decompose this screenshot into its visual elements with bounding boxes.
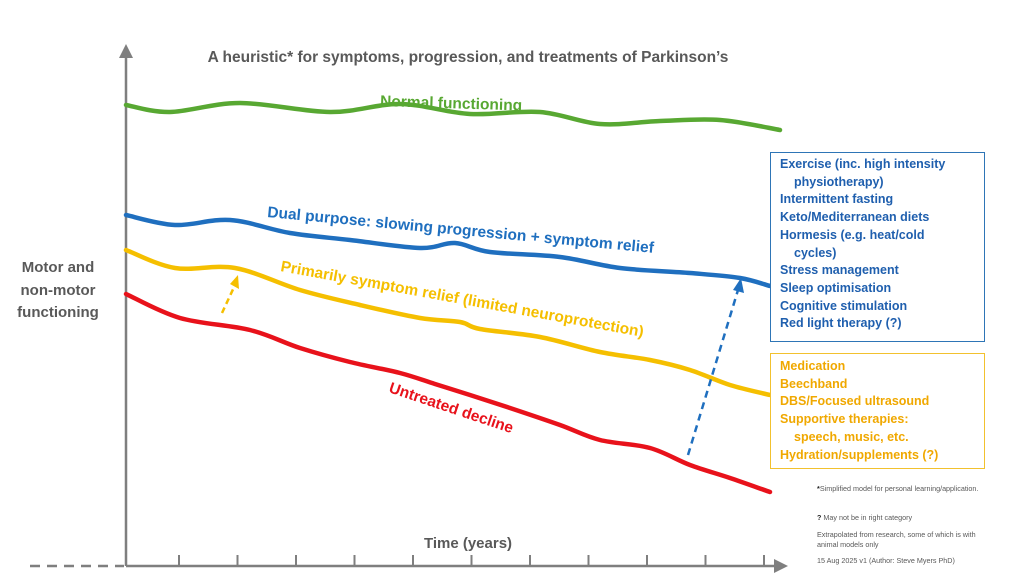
- medical-item: Beechband: [780, 376, 848, 391]
- version-note: 15 Aug 2025 v1 (Author: Steve Myers PhD): [817, 556, 955, 565]
- x-axis-arrowhead: [774, 559, 788, 573]
- medical-item: Supportive therapies:: [780, 412, 909, 427]
- y-axis-label-line-1: Motor and: [22, 259, 95, 276]
- lifestyle-item: physiotherapy): [794, 174, 884, 189]
- lifestyle-item: Exercise (inc. high intensity: [780, 157, 946, 171]
- lifestyle-item: Intermittent fasting: [780, 192, 894, 207]
- dual-purpose-curve: [123, 212, 773, 289]
- asterisk-note: *Simplified model for personal learning/…: [817, 484, 987, 494]
- medical-item: Medication: [780, 359, 846, 373]
- progression-slowing-arrow: [686, 289, 740, 456]
- lifestyle-item: Hormesis (e.g. heat/cold: [780, 227, 925, 242]
- untreated-decline-curve: [123, 291, 773, 495]
- medical-item: DBS/Focused ultrasound: [780, 394, 930, 409]
- progression-arrowhead: [733, 278, 744, 293]
- lifestyle-item: Sleep optimisation: [780, 280, 892, 295]
- medical-item: speech, music, etc.: [794, 429, 909, 444]
- x-axis-label: Time (years): [424, 535, 512, 552]
- y-axis-arrowhead: [119, 44, 133, 58]
- question-note-text: May not be in right category: [823, 513, 913, 522]
- x-axis-ticks: [178, 555, 765, 566]
- asterisk-mark: *: [817, 484, 820, 493]
- symptom-improvement-arrow: [220, 284, 237, 314]
- lifestyle-item: Red light therapy (?): [780, 316, 902, 331]
- research-note: Extrapolated from research, some of whic…: [817, 530, 976, 549]
- question-note: ? May not be in right category: [817, 513, 987, 523]
- dual-purpose-label: Dual purpose: slowing progression + symp…: [267, 204, 656, 257]
- normal-functioning-curve: [123, 100, 783, 133]
- symptom-arrowhead: [230, 275, 239, 289]
- question-mark: ?: [817, 513, 822, 522]
- asterisk-note-text: Simplified model for personal learning/a…: [819, 484, 979, 493]
- lifestyle-item: Cognitive stimulation: [780, 298, 908, 313]
- medical-interventions-box: Medication Beechband DBS/Focused ultraso…: [770, 353, 985, 469]
- lifestyle-item: Keto/Mediterranean diets: [780, 210, 930, 225]
- medical-item: Hydration/supplements (?): [780, 447, 939, 462]
- lifestyle-interventions-box: Exercise (inc. high intensity physiother…: [770, 152, 985, 342]
- lifestyle-item: Stress management: [780, 263, 899, 278]
- diagram-title: A heuristic* for symptoms, progression, …: [208, 49, 729, 66]
- lifestyle-item: cycles): [794, 245, 837, 260]
- symptom-relief-curve: [123, 247, 773, 398]
- normal-functioning-label: Normal functioning: [380, 93, 523, 114]
- y-axis-label-line-3: functioning: [17, 304, 99, 321]
- y-axis-label-line-2: non-motor: [21, 282, 96, 299]
